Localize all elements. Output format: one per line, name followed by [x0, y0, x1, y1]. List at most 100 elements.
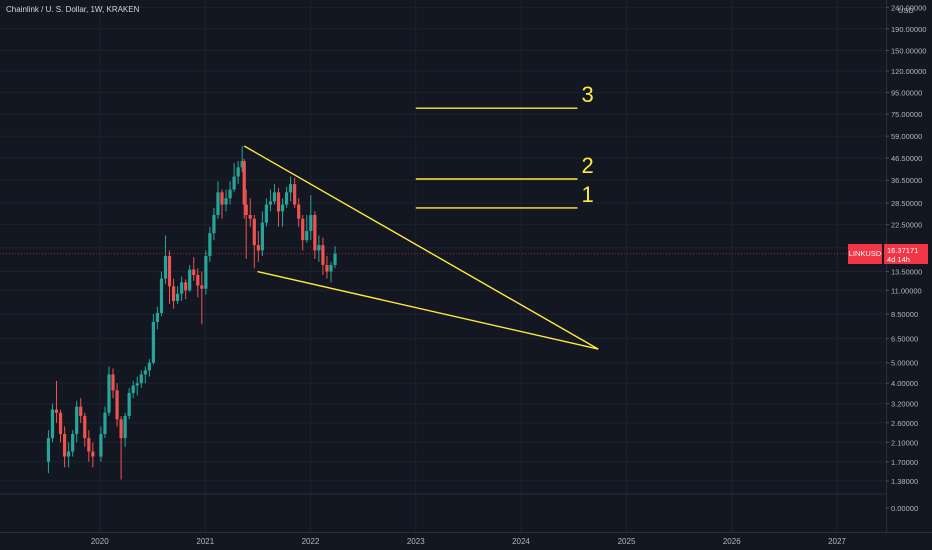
candle[interactable]	[284, 186, 289, 208]
candle[interactable]	[103, 406, 107, 439]
candle-body	[83, 415, 87, 439]
candle-body	[75, 406, 79, 435]
candle[interactable]	[313, 211, 317, 259]
price-tick-label: 120.00000	[891, 67, 926, 76]
candle[interactable]	[87, 430, 91, 462]
candle[interactable]	[208, 226, 212, 262]
candle[interactable]	[260, 211, 264, 256]
candle-body	[280, 204, 285, 212]
candle[interactable]	[256, 230, 260, 262]
candle[interactable]	[75, 400, 79, 443]
wedge-lower-trendline[interactable]	[257, 270, 599, 350]
candle[interactable]	[333, 246, 337, 269]
candle[interactable]	[200, 271, 204, 325]
candle[interactable]	[107, 366, 111, 416]
candle[interactable]	[46, 430, 51, 474]
candle[interactable]	[123, 412, 127, 447]
candle[interactable]	[131, 380, 135, 399]
time-tick-label: 2025	[618, 537, 636, 546]
candle[interactable]	[147, 359, 151, 377]
candle[interactable]	[139, 370, 143, 388]
candle[interactable]	[188, 264, 192, 293]
candle[interactable]	[71, 430, 75, 457]
candle[interactable]	[171, 278, 176, 309]
candle[interactable]	[58, 409, 63, 443]
candle[interactable]	[119, 415, 123, 480]
candle[interactable]	[151, 314, 155, 365]
candle[interactable]	[301, 214, 305, 251]
candle[interactable]	[196, 268, 200, 298]
candle[interactable]	[248, 198, 252, 227]
candle[interactable]	[111, 368, 115, 399]
candle[interactable]	[83, 412, 87, 447]
candle[interactable]	[163, 235, 168, 284]
target-level-2[interactable]: 2	[415, 153, 594, 180]
candle[interactable]	[276, 188, 281, 227]
candle[interactable]	[244, 189, 248, 259]
candle[interactable]	[184, 279, 188, 300]
candle[interactable]	[293, 177, 297, 208]
candle[interactable]	[216, 181, 220, 219]
candle[interactable]	[54, 380, 59, 423]
candle[interactable]	[220, 189, 224, 219]
candle[interactable]	[252, 214, 256, 269]
candle-body	[171, 286, 176, 301]
candle[interactable]	[67, 442, 71, 468]
candle[interactable]	[272, 184, 277, 205]
candle[interactable]	[228, 181, 232, 205]
candle-body	[329, 264, 333, 272]
candle[interactable]	[91, 442, 95, 468]
candle-body	[228, 189, 232, 199]
candle[interactable]	[115, 383, 119, 427]
candle[interactable]	[167, 250, 172, 304]
candle[interactable]	[135, 376, 139, 396]
candle[interactable]	[99, 426, 103, 462]
candle[interactable]	[204, 250, 208, 295]
candle[interactable]	[159, 271, 164, 317]
candle[interactable]	[176, 286, 180, 304]
candle[interactable]	[127, 387, 131, 420]
price-axis-unit: USD	[898, 6, 914, 15]
candle[interactable]	[50, 403, 55, 443]
candle[interactable]	[280, 198, 285, 227]
candle[interactable]	[224, 189, 228, 212]
candle[interactable]	[329, 261, 333, 283]
price-axis[interactable]: 240.00000 190.00000 150.00000 120.00000 95.0…	[886, 3, 926, 513]
wedge-upper-trendline[interactable]	[243, 145, 599, 350]
candle[interactable]	[297, 198, 301, 227]
candle[interactable]	[268, 189, 273, 212]
candle[interactable]	[155, 306, 160, 330]
price-tick-label: 0.00000	[891, 504, 918, 513]
candle[interactable]	[289, 176, 293, 202]
candle[interactable]	[317, 235, 321, 262]
candle[interactable]	[212, 207, 216, 241]
candles-layer[interactable]	[46, 146, 337, 480]
candle-body	[256, 245, 260, 251]
candle[interactable]	[309, 195, 313, 241]
symbol-legend[interactable]: Chainlink / U. S. Dollar, 1W, KRAKEN	[6, 5, 140, 14]
candle[interactable]	[321, 237, 325, 276]
candle-body	[111, 374, 115, 391]
target-level-3[interactable]: 3	[415, 82, 594, 109]
time-axis[interactable]: 2020 2021 2022 2023 2024 2025 2026 2027	[91, 537, 847, 546]
price-tag-countdown: 4d 14h	[887, 254, 910, 264]
candle[interactable]	[236, 161, 240, 185]
candle[interactable]	[180, 276, 184, 301]
candle[interactable]	[240, 146, 244, 172]
candle[interactable]	[192, 257, 196, 281]
candle[interactable]	[79, 398, 83, 423]
falling-wedge[interactable]	[243, 145, 599, 350]
candle[interactable]	[264, 198, 269, 227]
candle[interactable]	[242, 159, 246, 219]
candle[interactable]	[62, 426, 67, 468]
candle[interactable]	[232, 163, 236, 193]
target-level-1[interactable]: 1	[415, 182, 594, 209]
price-tick-label: 13.50000	[891, 268, 922, 277]
drawings-layer[interactable]: 1 2 3	[243, 82, 599, 350]
candle[interactable]	[143, 366, 147, 384]
candle[interactable]	[325, 255, 329, 279]
price-tick-label: 36.50000	[891, 176, 922, 185]
candle[interactable]	[305, 214, 309, 243]
